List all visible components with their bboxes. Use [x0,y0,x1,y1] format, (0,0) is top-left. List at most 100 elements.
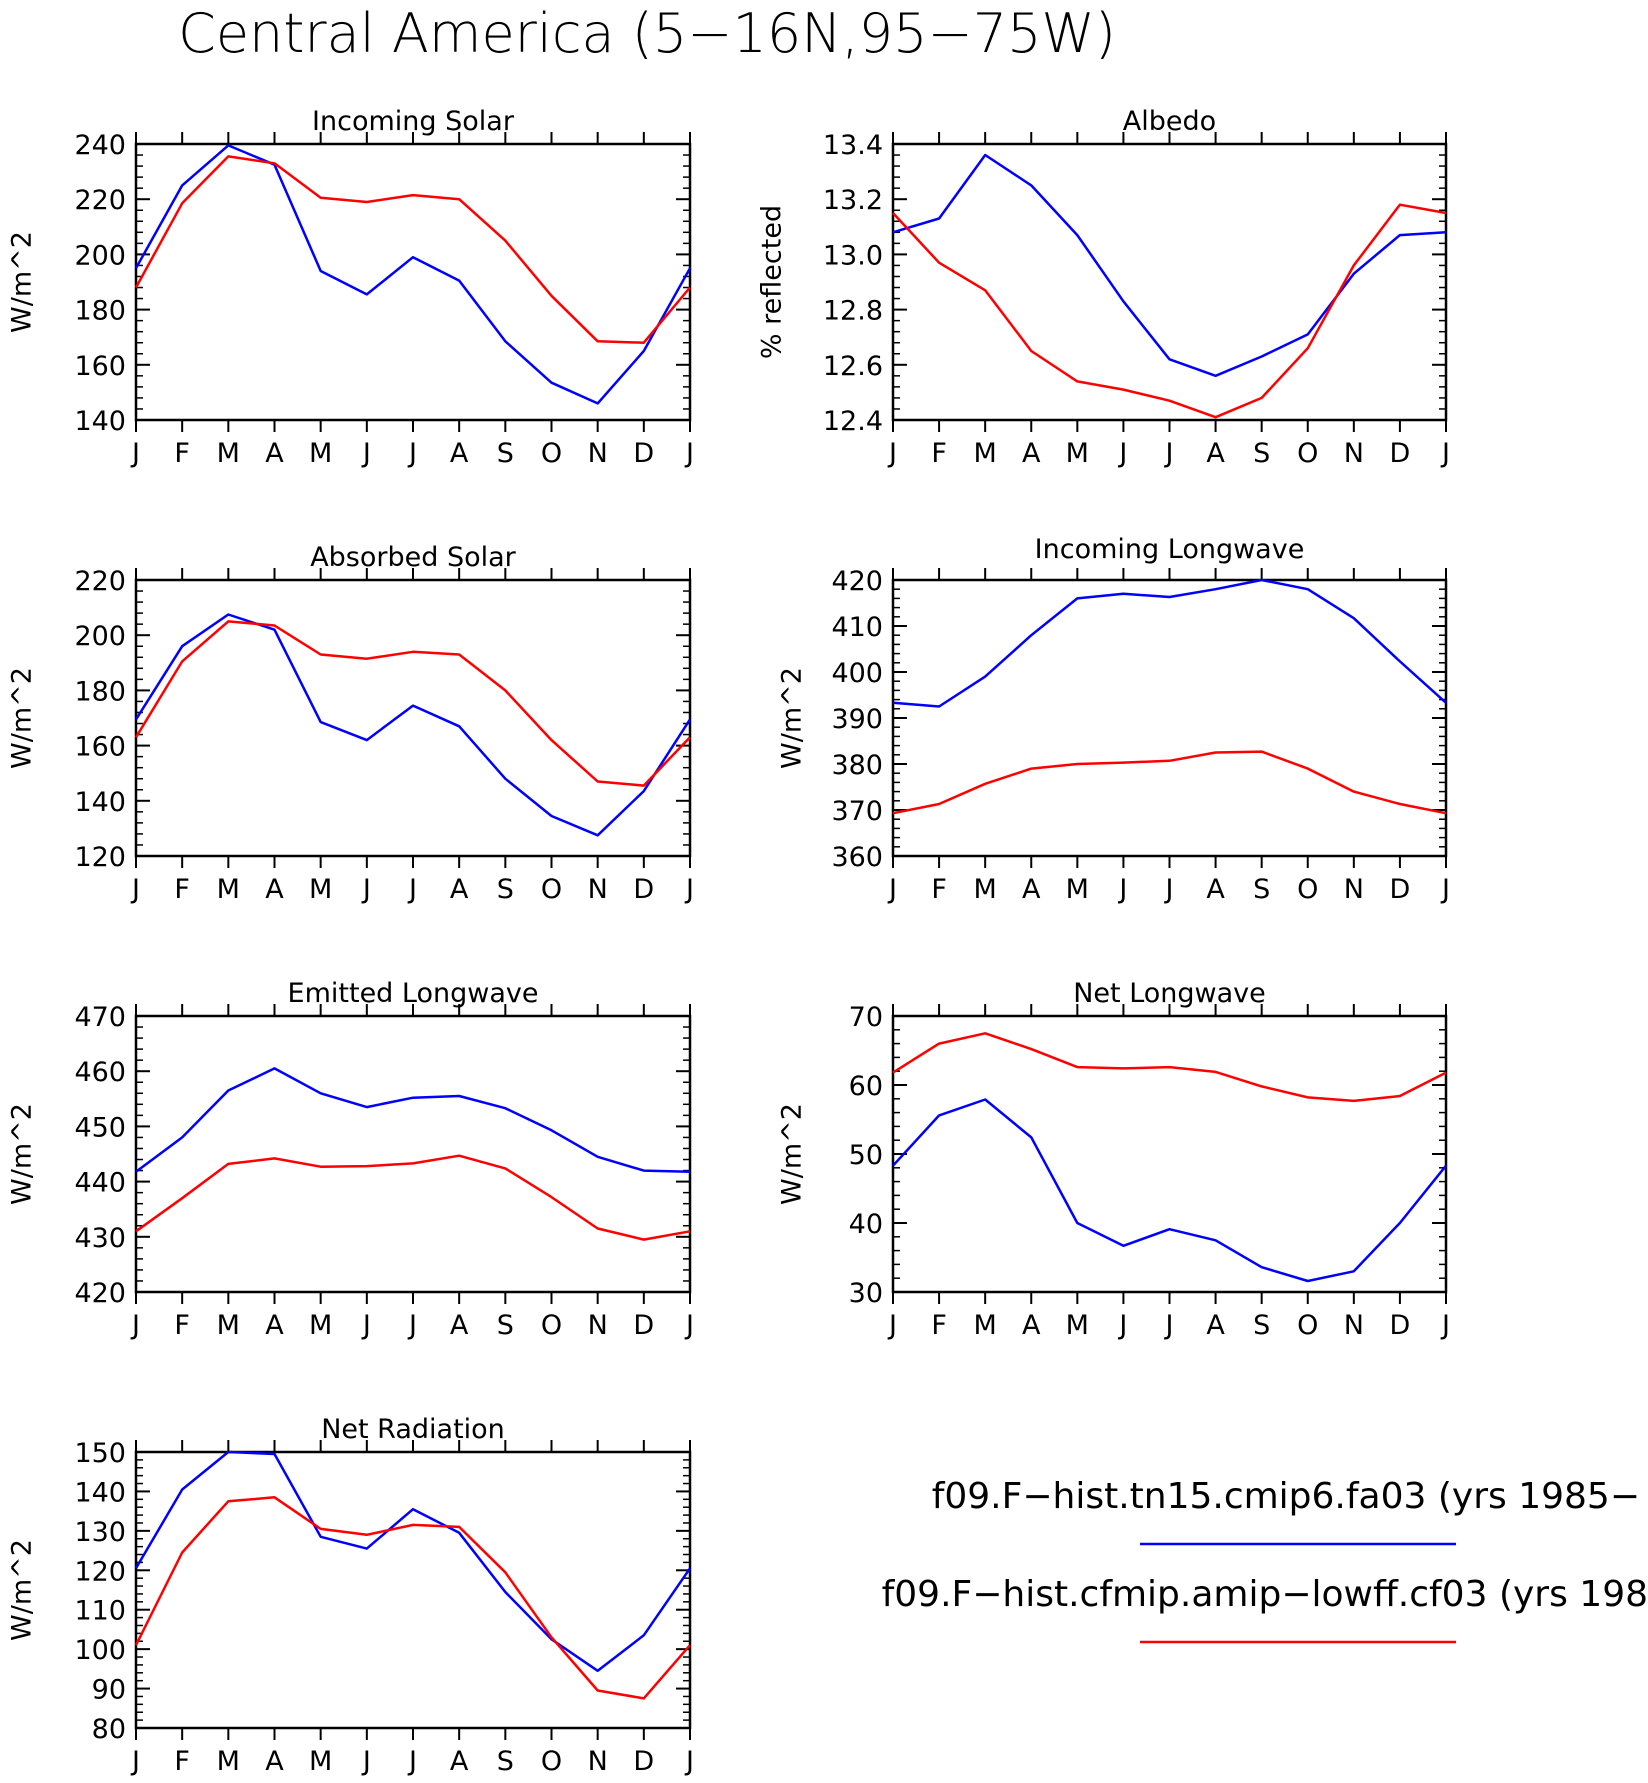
albedo-xtick-label: F [931,438,947,469]
absorbed-solar-xtick-label: A [265,874,284,905]
figure-title: Central America (5−16N,95−75W) [178,2,1116,65]
net-radiation-xtick-label: J [130,1746,140,1777]
albedo-xtick-label: O [1297,438,1318,469]
incoming-solar-xtick-label: J [130,438,140,469]
net-radiation-xtick-label: D [633,1746,654,1777]
legend: f09.F−hist.tn15.cmip6.fa03 (yrs 1985− f0… [882,1476,1648,1644]
net-radiation-ytick-label: 100 [74,1635,126,1666]
albedo-xtick-label: J [887,438,897,469]
emitted-longwave-title: Emitted Longwave [288,978,539,1009]
albedo-xtick-label: S [1253,438,1270,469]
net-radiation-ytick-label: 120 [74,1556,126,1587]
incoming-solar-xtick-label: M [217,438,240,469]
incoming-longwave-xtick-label: J [1440,874,1450,905]
incoming-longwave-ytick-label: 370 [831,796,883,827]
net-radiation-ytick-label: 150 [74,1438,126,1469]
net-radiation-xtick-label: S [497,1746,514,1777]
net-radiation-title: Net Radiation [321,1414,505,1445]
net-longwave-xtick-label: A [1206,1310,1225,1341]
absorbed-solar-xtick-label: D [633,874,654,905]
incoming-solar-xtick-label: J [361,438,371,469]
albedo-ytick-label: 12.4 [823,406,883,437]
emitted-longwave-ytick-label: 470 [74,1002,126,1033]
incoming-solar-ytick-label: 160 [74,351,126,382]
absorbed-solar-xtick-label: N [588,874,608,905]
incoming-solar-ytick-label: 180 [74,296,126,327]
incoming-longwave-ytick-label: 380 [831,750,883,781]
incoming-longwave-xtick-label: M [1066,874,1089,905]
albedo-xtick-label: J [1440,438,1450,469]
absorbed-solar-series-2-line [134,620,691,787]
incoming-longwave-xtick-label: F [931,874,947,905]
absorbed-solar-title: Absorbed Solar [310,542,516,573]
albedo-xtick-label: J [1117,438,1127,469]
net-radiation-xtick-label: A [450,1746,469,1777]
absorbed-solar-xtick-label: O [541,874,562,905]
albedo-ytick-label: 12.6 [823,351,883,382]
net-longwave-xtick-label: F [931,1310,947,1341]
incoming-solar-ytick-label: 200 [74,240,126,271]
absorbed-solar-xtick-label: A [450,874,469,905]
incoming-solar-series-1-line [134,144,692,405]
emitted-longwave-xtick-label: N [588,1310,608,1341]
emitted-longwave-xtick-label: S [497,1310,514,1341]
absorbed-solar-ytick-label: 140 [74,787,126,818]
net-longwave-xtick-label: J [1440,1310,1450,1341]
incoming-longwave-xtick-label: N [1344,874,1364,905]
panel-emitted-longwave: Emitted Longwave W/m^2 420 430 440 450 460 470 J… [7,978,694,1341]
incoming-longwave-xtick-label: J [1117,874,1127,905]
albedo-xtick-label: D [1390,438,1411,469]
albedo-ytick-label: 13.0 [823,240,883,271]
net-radiation-xtick-label: J [684,1746,694,1777]
net-longwave-ytick-label: 50 [849,1140,883,1171]
net-longwave-xtick-label: A [1022,1310,1041,1341]
net-radiation-xtick-label: J [361,1746,371,1777]
incoming-longwave-title: Incoming Longwave [1035,534,1305,565]
emitted-longwave-ylabel: W/m^2 [7,1103,38,1205]
albedo-xtick-label: A [1206,438,1225,469]
net-radiation-series-1-line [134,1450,692,1673]
net-longwave-series-2-line [892,1032,1447,1103]
net-radiation-ytick-label: 90 [92,1675,126,1706]
incoming-solar-xtick-label: O [541,438,562,469]
absorbed-solar-ytick-label: 180 [74,676,126,707]
net-longwave-xtick-label: O [1297,1310,1318,1341]
emitted-longwave-series-2-line [135,1154,691,1241]
panel-albedo: Albedo % reflected 12.4 12.6 12.8 13.0 13.2 13.… [757,106,1450,469]
absorbed-solar-ytick-label: 160 [74,732,126,763]
net-longwave-ytick-label: 30 [849,1278,883,1309]
incoming-longwave-ytick-label: 420 [831,566,883,597]
net-radiation-ytick-label: 140 [74,1477,126,1508]
net-longwave-series-1-line [892,1098,1447,1283]
incoming-solar-xtick-label: F [174,438,190,469]
emitted-longwave-xtick-label: J [130,1310,140,1341]
incoming-solar-series-2-line [134,155,691,344]
absorbed-solar-ytick-label: 220 [74,566,126,597]
incoming-longwave-ytick-label: 400 [831,658,883,689]
emitted-longwave-plot-frame [134,1014,692,1294]
legend-entry-2-label: f09.F−hist.cfmip.amip−lowff.cf03 (yrs 19… [882,1574,1648,1615]
absorbed-solar-ylabel: W/m^2 [7,667,38,769]
albedo-xtick-label: M [1066,438,1089,469]
albedo-xtick-label: M [974,438,997,469]
incoming-solar-ytick-label: 240 [74,130,126,161]
emitted-longwave-xtick-label: O [541,1310,562,1341]
absorbed-solar-ytick-label: 120 [74,842,126,873]
net-longwave-xtick-label: S [1253,1310,1270,1341]
incoming-longwave-xtick-label: J [887,874,897,905]
emitted-longwave-xtick-label: A [450,1310,469,1341]
net-radiation-xtick-label: J [407,1746,417,1777]
incoming-solar-xtick-label: S [497,438,514,469]
absorbed-solar-xtick-label: J [130,874,140,905]
absorbed-solar-xtick-label: J [684,874,694,905]
albedo-ytick-label: 12.8 [823,296,883,327]
absorbed-solar-xtick-label: J [361,874,371,905]
net-longwave-ytick-label: 70 [849,1002,883,1033]
emitted-longwave-xtick-label: A [265,1310,284,1341]
emitted-longwave-xtick-label: D [633,1310,654,1341]
albedo-ytick-label: 13.2 [823,185,883,216]
net-radiation-series-2-line [134,1496,691,1700]
net-longwave-xtick-label: J [1164,1310,1174,1341]
net-radiation-ytick-label: 130 [74,1517,126,1548]
